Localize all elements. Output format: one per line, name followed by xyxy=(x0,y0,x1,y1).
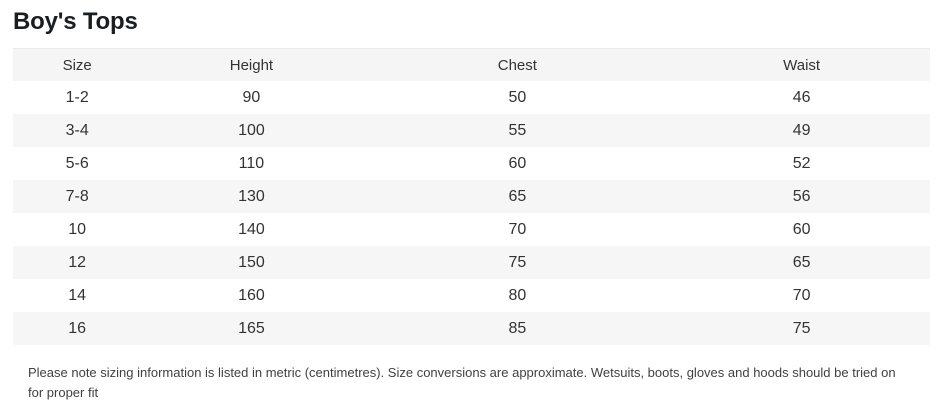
table-row: 12 150 75 65 xyxy=(13,246,930,279)
table-row: 1-2 90 50 46 xyxy=(13,81,930,114)
cell-waist: 75 xyxy=(792,319,811,337)
table-header-row: Size Height Chest Waist xyxy=(13,48,930,81)
cell-size: 5-6 xyxy=(65,154,89,172)
cell-waist: 65 xyxy=(792,253,811,271)
cell-chest: 75 xyxy=(508,253,527,271)
table-row: 5-6 110 60 52 xyxy=(13,147,930,180)
cell-waist: 70 xyxy=(792,286,811,304)
cell-height: 110 xyxy=(238,154,265,172)
cell-size: 16 xyxy=(68,319,87,337)
table-row: 3-4 100 55 49 xyxy=(13,114,930,147)
cell-height: 165 xyxy=(238,319,265,337)
column-header-waist: Waist xyxy=(673,48,930,81)
table-row: 7-8 130 65 56 xyxy=(13,180,930,213)
column-header-chest: Chest xyxy=(361,48,674,81)
cell-chest: 50 xyxy=(508,88,527,106)
cell-chest: 85 xyxy=(508,319,527,337)
cell-height: 140 xyxy=(238,220,265,238)
size-table: Size Height Chest Waist 1-2 90 50 46 3-4… xyxy=(13,48,930,345)
cell-waist: 52 xyxy=(792,154,811,172)
cell-waist: 56 xyxy=(792,187,811,205)
table-row: 10 140 70 60 xyxy=(13,213,930,246)
cell-height: 100 xyxy=(238,121,265,139)
cell-height: 130 xyxy=(238,187,265,205)
cell-chest: 55 xyxy=(508,121,527,139)
table-row: 16 165 85 75 xyxy=(13,312,930,345)
cell-size: 1-2 xyxy=(65,88,89,106)
cell-size: 12 xyxy=(68,253,87,271)
cell-height: 150 xyxy=(238,253,265,271)
cell-chest: 80 xyxy=(508,286,527,304)
cell-size: 10 xyxy=(68,220,87,238)
cell-height: 90 xyxy=(242,88,261,106)
cell-size: 7-8 xyxy=(65,187,89,205)
cell-height: 160 xyxy=(238,286,265,304)
cell-waist: 49 xyxy=(792,121,811,139)
cell-waist: 60 xyxy=(792,220,811,238)
cell-size: 3-4 xyxy=(65,121,89,139)
sizing-note: Please note sizing information is listed… xyxy=(28,365,896,400)
cell-chest: 70 xyxy=(508,220,527,238)
cell-waist: 46 xyxy=(792,88,811,106)
cell-size: 14 xyxy=(68,286,87,304)
page-title: Boy's Tops xyxy=(13,8,138,35)
column-header-height: Height xyxy=(141,48,362,81)
cell-chest: 60 xyxy=(508,154,527,172)
cell-chest: 65 xyxy=(508,187,527,205)
table-row: 14 160 80 70 xyxy=(13,279,930,312)
column-header-size: Size xyxy=(13,48,142,81)
